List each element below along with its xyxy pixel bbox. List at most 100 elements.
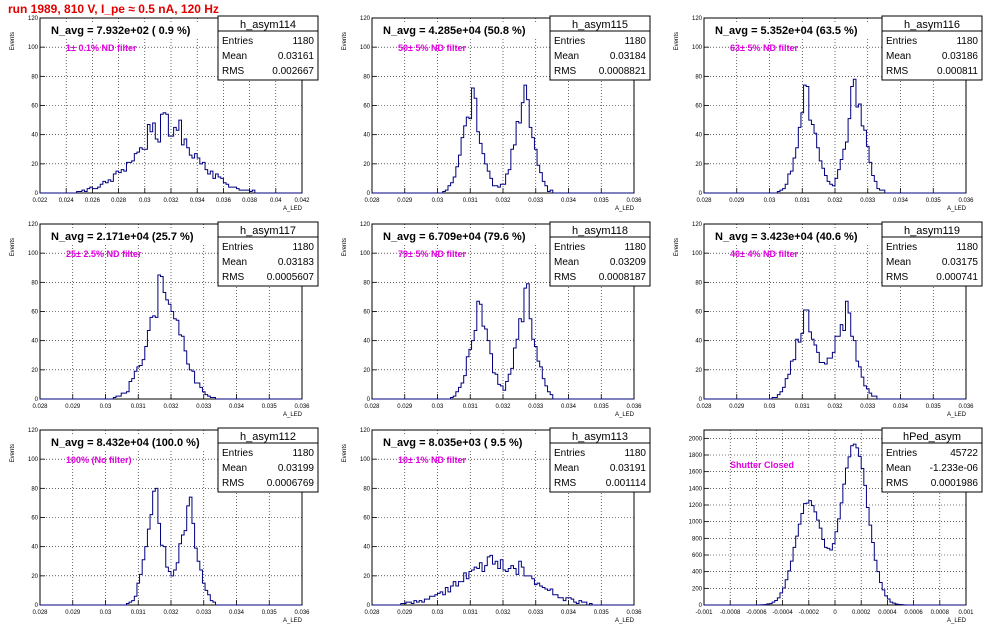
stats-value: 0.03161 xyxy=(278,51,315,62)
x-tick-label: 0.028 xyxy=(364,404,380,410)
y-tick-label: 100 xyxy=(360,457,371,463)
x-tick-label: 0.028 xyxy=(696,198,712,204)
filter-annotation: 1± 0.1% ND filter xyxy=(66,43,137,53)
histogram-name: hPed_asym xyxy=(903,431,961,443)
x-tick-label: 0.032 xyxy=(495,404,511,410)
y-tick-label: 40 xyxy=(363,339,370,345)
x-tick-label: 0.036 xyxy=(294,610,310,616)
filter-annotation: 63± 5% ND filter xyxy=(730,43,798,53)
x-tick-label: 0.028 xyxy=(32,404,48,410)
y-tick-label: 100 xyxy=(28,457,39,463)
x-tick-label: 0.031 xyxy=(795,198,811,204)
x-tick-label: 0.032 xyxy=(163,404,179,410)
x-tick-label: 0.035 xyxy=(594,404,610,410)
y-tick-label: 40 xyxy=(31,545,38,551)
histogram-panel-h_asym117: 0.028 0.029 0.03 0.031 0.032 0.033 0.034 0.035 0… xyxy=(10,221,319,418)
x-tick-label: 0.03 xyxy=(100,404,112,410)
stats-value: 0.0001986 xyxy=(931,478,979,489)
histogram-panel-h_asym112: 0.028 0.029 0.03 0.031 0.032 0.033 0.034 0.035 0… xyxy=(10,427,319,624)
stats-value: 0.000741 xyxy=(936,272,978,283)
navg-box xyxy=(380,22,548,38)
stats-label: RMS xyxy=(222,478,245,489)
x-axis-label: A_LED xyxy=(283,618,303,624)
histogram-line xyxy=(40,487,302,606)
x-tick-label: 0.034 xyxy=(561,198,577,204)
x-tick-label: 0.03 xyxy=(100,610,112,616)
x-tick-label: 0.03 xyxy=(764,198,776,204)
y-tick-label: 0 xyxy=(35,603,39,609)
x-tick-label: -0.001 xyxy=(695,610,713,616)
x-tick-label: 0.031 xyxy=(463,198,479,204)
histogram-line xyxy=(704,78,966,194)
x-tick-label: 0.034 xyxy=(561,610,577,616)
x-tick-label: -0.0002 xyxy=(799,610,820,616)
y-tick-label: 100 xyxy=(360,45,371,51)
x-tick-label: 0.029 xyxy=(65,610,81,616)
histogram-name: h_asym117 xyxy=(240,225,296,237)
y-tick-label: 40 xyxy=(363,545,370,551)
x-tick-label: 0.029 xyxy=(397,404,413,410)
x-tick-label: 0.042 xyxy=(294,198,310,204)
x-tick-label: 0.033 xyxy=(196,610,212,616)
stats-value: 0.0008821 xyxy=(599,66,647,77)
histogram-line xyxy=(704,443,966,606)
navg-label: N_avg = 7.932e+02 ( 0.9 %) xyxy=(51,25,191,37)
x-tick-label: 0.029 xyxy=(397,198,413,204)
y-tick-label: 120 xyxy=(28,16,39,22)
x-tick-label: 0.031 xyxy=(463,610,479,616)
stats-label: RMS xyxy=(554,272,577,283)
x-tick-label: 0.0008 xyxy=(931,610,950,616)
y-tick-label: 80 xyxy=(363,74,370,80)
stats-value: 45722 xyxy=(950,448,978,459)
x-tick-label: 0.036 xyxy=(626,198,642,204)
stats-value: 0.000811 xyxy=(937,66,978,77)
x-axis-label: A_LED xyxy=(615,412,635,418)
y-tick-label: 60 xyxy=(363,104,370,110)
stats-label: Mean xyxy=(222,51,247,62)
histogram-name: h_asym118 xyxy=(572,225,628,237)
x-tick-label: -0.0006 xyxy=(746,610,767,616)
y-tick-label: 100 xyxy=(360,251,371,257)
histogram-name: h_asym119 xyxy=(904,225,960,237)
y-tick-label: 0 xyxy=(699,397,703,403)
navg-box xyxy=(48,434,216,450)
x-tick-label: 0.033 xyxy=(528,610,544,616)
y-tick-label: 0 xyxy=(35,191,39,197)
x-axis-label: A_LED xyxy=(947,206,967,212)
histogram-panel-h_asym119: 0.028 0.029 0.03 0.031 0.032 0.033 0.034 0.035 0… xyxy=(674,221,983,418)
stats-value: 1180 xyxy=(956,242,978,253)
stats-value: 0.0006769 xyxy=(267,478,315,489)
y-tick-label: 1600 xyxy=(689,470,703,476)
stats-label: RMS xyxy=(222,272,245,283)
x-axis-label: A_LED xyxy=(947,412,967,418)
y-tick-label: 200 xyxy=(692,586,703,592)
y-tick-label: 120 xyxy=(360,222,371,228)
y-tick-label: 40 xyxy=(695,339,702,345)
y-tick-label: 120 xyxy=(28,222,39,228)
stats-label: Mean xyxy=(886,463,911,474)
stats-box xyxy=(217,221,319,287)
x-tick-label: 0.032 xyxy=(495,198,511,204)
x-tick-label: 0.034 xyxy=(229,610,245,616)
x-tick-label: 0.036 xyxy=(626,404,642,410)
filter-annotation: 100% (No filter) xyxy=(66,455,132,465)
stats-value: 1180 xyxy=(624,242,646,253)
histogram-name: h_asym114 xyxy=(240,19,296,31)
y-tick-label: 400 xyxy=(692,570,703,576)
y-tick-label: 600 xyxy=(692,553,703,559)
x-tick-label: 0.031 xyxy=(463,404,479,410)
y-tick-label: 2000 xyxy=(689,436,703,442)
navg-box xyxy=(712,22,880,38)
y-tick-label: 20 xyxy=(31,574,38,580)
stats-value: 0.03175 xyxy=(942,257,979,268)
filter-annotation: Shutter Closed xyxy=(730,460,794,470)
y-tick-label: 60 xyxy=(363,310,370,316)
y-axis-label: Events xyxy=(342,32,348,50)
x-tick-label: 0.028 xyxy=(364,610,380,616)
histogram-line xyxy=(372,283,634,400)
stats-value: 1180 xyxy=(292,242,314,253)
x-tick-label: 0.029 xyxy=(729,404,745,410)
stats-value: 0.03199 xyxy=(278,463,315,474)
y-tick-label: 1400 xyxy=(689,486,703,492)
navg-box xyxy=(712,228,880,244)
